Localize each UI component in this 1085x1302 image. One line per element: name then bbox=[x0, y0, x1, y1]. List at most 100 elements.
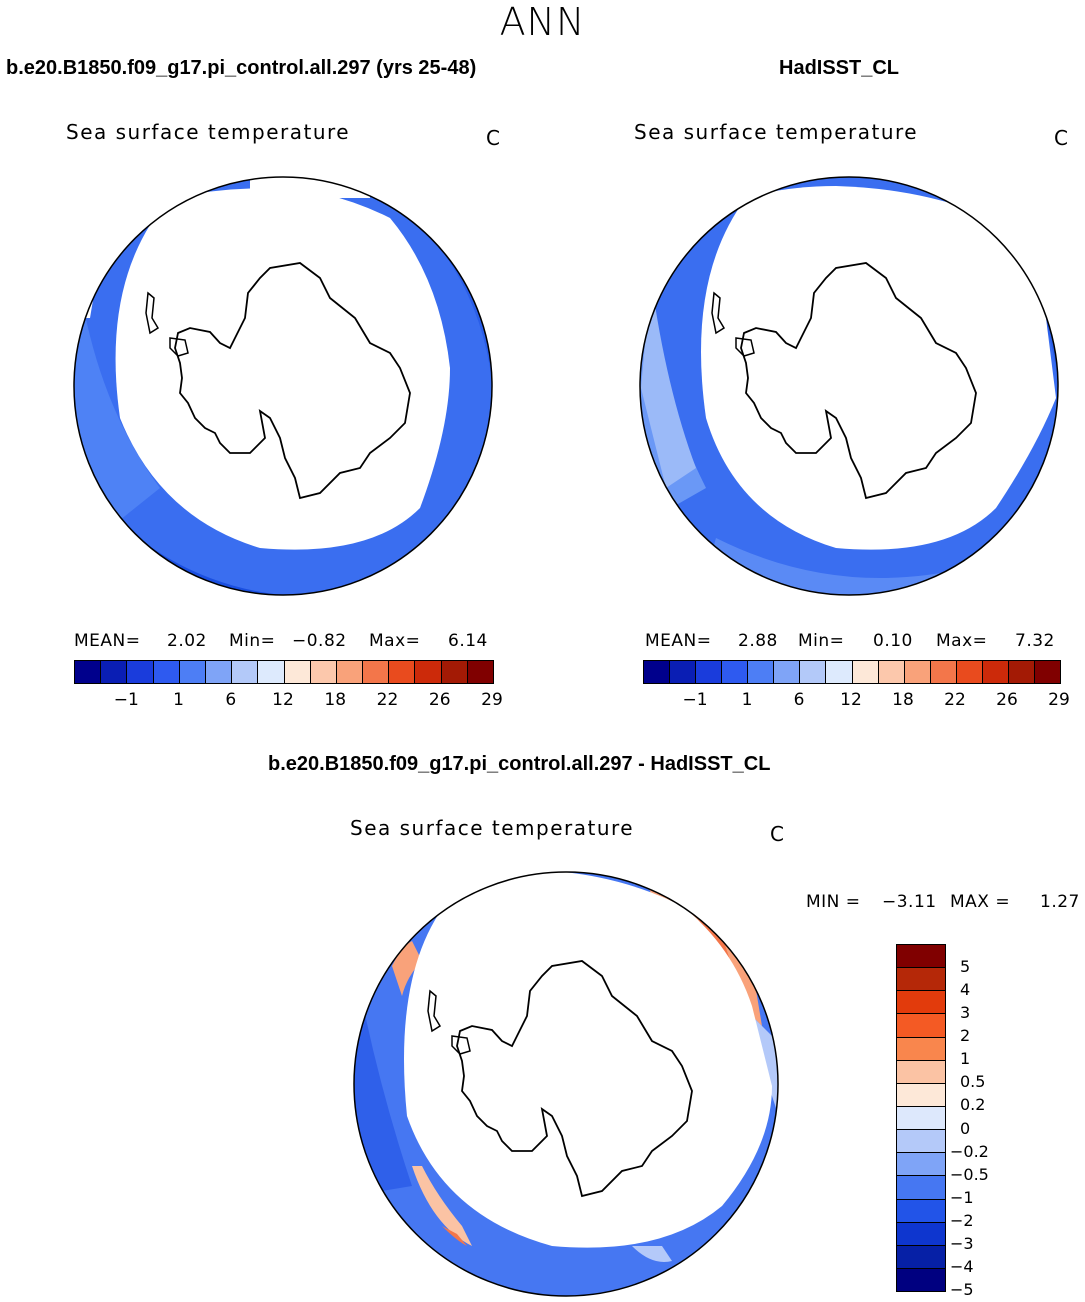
diff-colorbar-tick-label: 0 bbox=[960, 1118, 971, 1138]
diff-colorbar-tick-label: −4 bbox=[950, 1256, 974, 1276]
diff-colorbar-tick-label: 5 bbox=[960, 957, 971, 977]
diff-colorbar-tick-label: −1 bbox=[950, 1187, 974, 1207]
left-sst-map bbox=[73, 176, 493, 596]
left-max-value: 6.14 bbox=[448, 631, 488, 651]
diff-colorbar bbox=[896, 944, 946, 1292]
left-colorbar-swatch bbox=[153, 661, 180, 683]
diff-min-value: −3.11 bbox=[882, 892, 937, 912]
right-colorbar-tick-label: 12 bbox=[840, 690, 862, 710]
left-colorbar-swatch bbox=[284, 661, 311, 683]
right-colorbar-swatch bbox=[878, 661, 905, 683]
diff-colorbar-swatch bbox=[897, 1199, 945, 1223]
right-colorbar-swatch bbox=[1034, 661, 1060, 683]
diff-sst-map bbox=[353, 871, 779, 1297]
right-colorbar bbox=[643, 660, 1061, 684]
right-units-label: C bbox=[1054, 126, 1068, 150]
right-colorbar-swatch bbox=[1008, 661, 1035, 683]
left-colorbar-tick-label: 22 bbox=[376, 690, 399, 710]
diff-colorbar-swatch bbox=[897, 1014, 945, 1038]
diff-colorbar-swatch bbox=[897, 1130, 945, 1154]
right-mean-value: 2.88 bbox=[738, 631, 778, 651]
diff-colorbar-tick-label: −0.2 bbox=[950, 1141, 989, 1161]
right-colorbar-swatch bbox=[956, 661, 983, 683]
right-colorbar-swatch bbox=[670, 661, 697, 683]
right-min-label: Min= bbox=[798, 631, 845, 651]
left-colorbar-tick-label: 1 bbox=[173, 690, 184, 710]
left-colorbar-tick-label: 29 bbox=[481, 690, 503, 710]
diff-variable-label: Sea surface temperature bbox=[350, 816, 635, 840]
diff-colorbar-swatch bbox=[897, 968, 945, 992]
right-colorbar-swatch bbox=[722, 661, 749, 683]
diff-max-value: 1.27 bbox=[1040, 892, 1080, 912]
left-colorbar-swatch bbox=[441, 661, 468, 683]
diff-colorbar-tick-label: −5 bbox=[950, 1280, 974, 1299]
right-colorbar-tick-label: 18 bbox=[892, 690, 914, 710]
right-colorbar-swatch bbox=[644, 661, 671, 683]
diff-colorbar-swatch bbox=[897, 1060, 945, 1084]
left-colorbar-tick-label: −1 bbox=[113, 690, 139, 710]
right-case-title: HadISST_CL bbox=[779, 57, 900, 79]
right-colorbar-swatch bbox=[748, 661, 775, 683]
diff-colorbar-swatch bbox=[897, 1083, 945, 1107]
left-colorbar-swatch bbox=[336, 661, 364, 683]
left-colorbar-swatch bbox=[310, 661, 337, 683]
right-colorbar-swatch bbox=[800, 661, 827, 683]
diff-colorbar-swatch bbox=[897, 945, 945, 969]
season-title: ANN bbox=[499, 0, 586, 44]
diff-case-title: b.e20.B1850.f09_g17.pi_control.all.297 -… bbox=[268, 753, 771, 775]
left-colorbar-swatch bbox=[389, 661, 416, 683]
left-colorbar-swatch bbox=[179, 661, 206, 683]
left-colorbar-tick-label: 26 bbox=[428, 690, 451, 710]
diff-colorbar-swatch bbox=[897, 1222, 945, 1246]
left-colorbar-tick-label: 12 bbox=[272, 690, 294, 710]
diff-colorbar-tick-label: 0.2 bbox=[960, 1095, 986, 1115]
diff-colorbar-swatch bbox=[897, 1268, 945, 1292]
diff-colorbar-swatch bbox=[897, 1176, 945, 1200]
left-colorbar-swatch bbox=[101, 661, 128, 683]
left-colorbar-tick-label: 18 bbox=[324, 690, 347, 710]
right-colorbar-tick-label: 6 bbox=[793, 690, 805, 710]
right-colorbar-swatch bbox=[904, 661, 931, 683]
left-mean-value: 2.02 bbox=[167, 631, 207, 651]
diff-colorbar-swatch bbox=[897, 1037, 945, 1061]
diff-colorbar-swatch bbox=[897, 1153, 945, 1177]
left-colorbar-swatch bbox=[75, 661, 102, 683]
left-colorbar-swatch bbox=[127, 661, 154, 683]
right-max-label: Max= bbox=[936, 631, 988, 651]
left-colorbar bbox=[74, 660, 494, 684]
left-case-title: b.e20.B1850.f09_g17.pi_control.all.297 (… bbox=[6, 57, 477, 79]
left-units-label: C bbox=[486, 126, 500, 150]
right-colorbar-swatch bbox=[696, 661, 723, 683]
left-colorbar-swatch bbox=[232, 661, 259, 683]
right-min-value: 0.10 bbox=[873, 631, 913, 651]
diff-units-label: C bbox=[770, 822, 784, 846]
left-mean-label: MEAN= bbox=[74, 631, 141, 651]
right-colorbar-swatch bbox=[852, 661, 879, 683]
right-variable-label: Sea surface temperature bbox=[634, 120, 919, 144]
diff-colorbar-tick-label: −0.5 bbox=[950, 1164, 989, 1184]
left-min-value: −0.82 bbox=[292, 631, 347, 651]
left-colorbar-tick-label: 6 bbox=[225, 690, 237, 710]
diff-colorbar-tick-label: −3 bbox=[950, 1233, 974, 1253]
left-colorbar-swatch bbox=[363, 661, 390, 683]
left-max-label: Max= bbox=[369, 631, 421, 651]
diff-colorbar-tick-label: −2 bbox=[950, 1210, 974, 1230]
right-mean-label: MEAN= bbox=[645, 631, 712, 651]
diff-colorbar-swatch bbox=[897, 1106, 945, 1131]
diff-colorbar-tick-label: 0.5 bbox=[960, 1072, 986, 1092]
left-colorbar-swatch bbox=[258, 661, 285, 683]
left-min-label: Min= bbox=[229, 631, 276, 651]
right-colorbar-tick-label: 29 bbox=[1048, 690, 1070, 710]
right-colorbar-swatch bbox=[774, 661, 801, 683]
right-colorbar-tick-label: 22 bbox=[944, 690, 966, 710]
right-max-value: 7.32 bbox=[1015, 631, 1055, 651]
left-colorbar-swatch bbox=[467, 661, 493, 683]
left-variable-label: Sea surface temperature bbox=[66, 120, 351, 144]
right-colorbar-tick-label: 26 bbox=[996, 690, 1018, 710]
diff-colorbar-tick-label: 4 bbox=[960, 980, 971, 1000]
left-colorbar-swatch bbox=[205, 661, 233, 683]
diff-colorbar-tick-label: 2 bbox=[960, 1026, 971, 1046]
right-colorbar-tick-label: 1 bbox=[741, 690, 753, 710]
diff-colorbar-swatch bbox=[897, 991, 945, 1015]
diff-max-label: MAX = bbox=[950, 892, 1011, 912]
